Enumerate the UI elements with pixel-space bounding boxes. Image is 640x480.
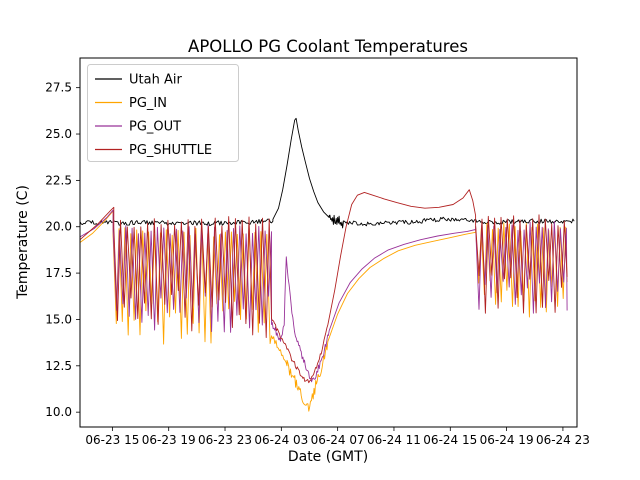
legend-label: PG_SHUTTLE <box>129 143 212 158</box>
y-tick-label: 12.5 <box>45 359 72 373</box>
x-tick-label: 06-24 03 <box>254 433 308 447</box>
y-tick-label: 22.5 <box>45 173 72 187</box>
legend-label: PG_OUT <box>129 120 181 135</box>
y-tick-label: 27.5 <box>45 81 72 95</box>
series-pg-in <box>79 210 568 412</box>
axes-frame <box>79 57 578 428</box>
legend-label: Utah Air <box>129 73 182 88</box>
y-tick-label: 17.5 <box>45 266 72 280</box>
y-tick-label: 10.0 <box>45 405 72 419</box>
x-axis-label: Date (GMT) <box>287 449 369 465</box>
chart-title: APOLLO PG Coolant Temperatures <box>188 37 468 56</box>
x-tick-label: 06-23 19 <box>142 433 196 447</box>
series-utah-air <box>79 117 575 229</box>
legend: Utah Air PG_IN PG_OUT PG_SHUTTLE <box>87 64 239 162</box>
x-tick-label: 06-23 15 <box>85 433 139 447</box>
x-tick-label: 06-23 23 <box>198 433 252 447</box>
legend-frame <box>87 64 239 162</box>
y-tick-label: 15.0 <box>45 312 72 326</box>
x-tick-label: 06-24 15 <box>423 433 477 447</box>
x-tick-label: 06-24 19 <box>480 433 534 447</box>
x-tick-label: 06-24 23 <box>536 433 590 447</box>
y-tick-label: 20.0 <box>45 220 72 234</box>
series-pg-shuttle <box>79 189 568 384</box>
legend-label: PG_IN <box>129 96 167 111</box>
x-tick-label: 06-24 11 <box>367 433 421 447</box>
y-tick-label: 25.0 <box>45 127 72 141</box>
x-tick-label: 06-24 07 <box>311 433 365 447</box>
